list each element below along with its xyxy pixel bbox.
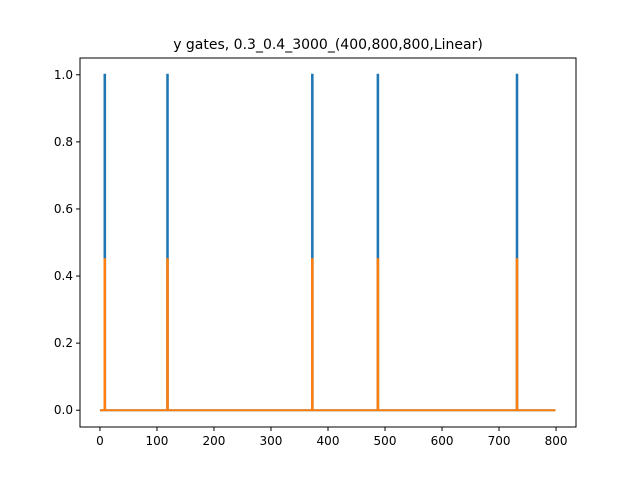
axes-frame: [79, 57, 577, 428]
x-tick-label: 700: [488, 434, 511, 448]
x-tick-label: 600: [431, 434, 454, 448]
y-tick-label: 0.8: [54, 135, 73, 149]
x-tick-label: 400: [317, 434, 340, 448]
y-tick-label: 0.6: [54, 202, 73, 216]
plot-area: [99, 73, 556, 412]
y-tick-label: 0.4: [54, 269, 73, 283]
x-tick-label: 800: [545, 434, 568, 448]
x-tick-label: 300: [260, 434, 283, 448]
x-tick-label: 0: [96, 434, 104, 448]
y-tick-label: 1.0: [54, 68, 73, 82]
y-tick-label: 0.2: [54, 336, 73, 350]
x-tick-label: 500: [374, 434, 397, 448]
series-line-1: [99, 73, 556, 412]
chart-title: y gates, 0.3_0.4_3000_(400,800,800,Linea…: [173, 37, 483, 53]
x-axis-ticks: 0 100 200 300 400 500 600 700 800: [96, 427, 567, 448]
y-tick-label: 0.0: [54, 403, 73, 417]
series-line-2: [99, 258, 556, 412]
y-axis-ticks: 0.0 0.2 0.4 0.6 0.8 1.0: [54, 68, 80, 417]
x-tick-label: 200: [203, 434, 226, 448]
x-tick-label: 100: [146, 434, 169, 448]
